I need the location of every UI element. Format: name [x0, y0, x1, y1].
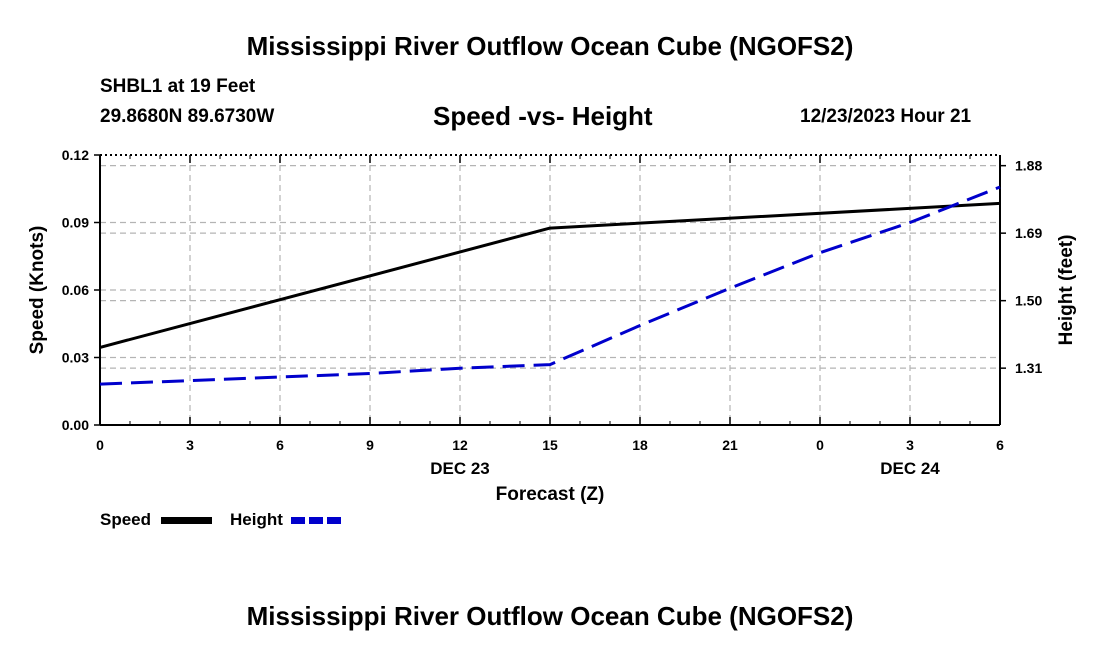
x-tick-label: 0: [96, 437, 104, 453]
height-series-line: [99, 185, 1001, 386]
x-tick-label: 6: [996, 437, 1004, 453]
footer-title: Mississippi River Outflow Ocean Cube (NG…: [246, 601, 854, 631]
station-label: SHBL1 at 19 Feet: [100, 76, 256, 97]
legend-height-label: Height: [230, 510, 283, 529]
y2-tick-label: 1.88: [1015, 158, 1042, 174]
chart-title: Mississippi River Outflow Ocean Cube (NG…: [246, 31, 854, 61]
x-tick-label: 9: [366, 437, 374, 453]
x-date-label: DEC 23: [430, 459, 490, 478]
speed-series-line: [99, 201, 1001, 349]
x-tick-label: 0: [816, 437, 824, 453]
y-tick-label: 0.06: [62, 282, 89, 298]
legend-speed-label: Speed: [100, 510, 152, 529]
x-tick-label: 3: [906, 437, 914, 453]
legend-speed-swatch: [161, 517, 212, 524]
y2-tick-label: 1.31: [1015, 360, 1042, 376]
legend-height-swatch: [291, 517, 342, 524]
y2-tick-label: 1.50: [1015, 293, 1042, 309]
x-date-label: DEC 24: [880, 459, 940, 478]
x-tick-label: 15: [542, 437, 558, 453]
x-tick-label: 18: [632, 437, 648, 453]
x-tick-label: 21: [722, 437, 738, 453]
y-axis-label: Speed (Knots): [27, 226, 48, 355]
chart-subtitle: Speed -vs- Height: [433, 101, 653, 131]
x-tick-label: 12: [452, 437, 468, 453]
x-axis-label: Forecast (Z): [496, 484, 605, 505]
y-tick-label: 0.03: [62, 350, 89, 366]
forecast-datetime: 12/23/2023 Hour 21: [800, 106, 972, 127]
x-tick-label: 3: [186, 437, 194, 453]
x-tick-label: 6: [276, 437, 284, 453]
y2-tick-label: 1.69: [1015, 225, 1042, 241]
y-tick-label: 0.12: [62, 147, 89, 163]
y2-axis-label: Height (feet): [1056, 235, 1077, 346]
coordinates-label: 29.8680N 89.6730W: [100, 106, 275, 127]
y-tick-label: 0.09: [62, 215, 89, 231]
y-tick-label: 0.00: [62, 417, 89, 433]
